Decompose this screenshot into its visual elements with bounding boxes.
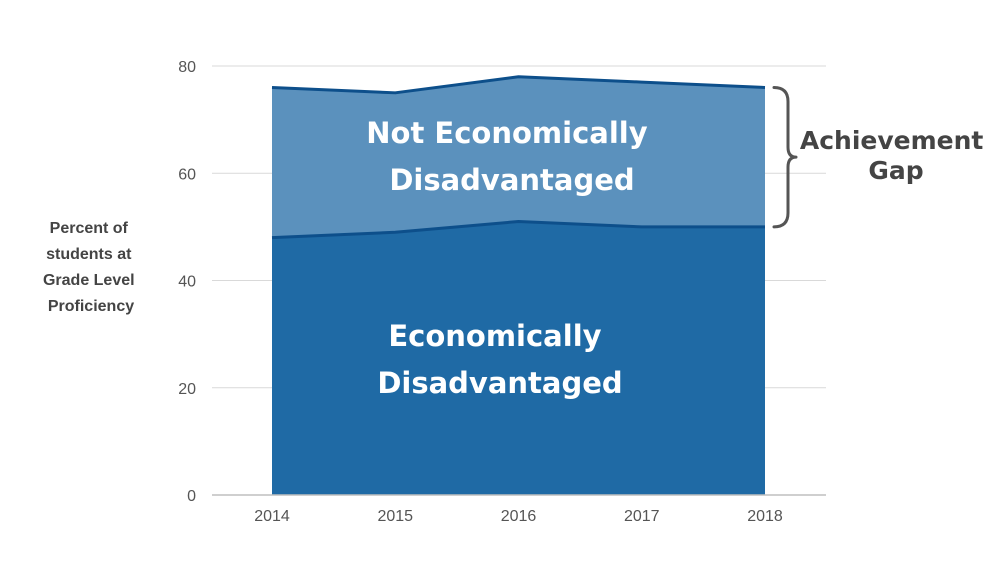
series-areas [271, 75, 766, 495]
y-tick-label-0: 0 [187, 488, 196, 505]
y-axis-label-line-2: students at [46, 246, 132, 263]
y-axis-label-line-3: Grade Level [43, 272, 135, 289]
line-not-economically-disadvantaged [271, 75, 766, 95]
y-tick-labels: 0 20 40 60 80 [178, 59, 196, 505]
y-axis-label: Percent of students at Grade Level Profi… [43, 220, 139, 315]
y-axis-label-line-1: Percent of [50, 220, 129, 237]
series-label-bottom-line-2: Disadvantaged [377, 366, 622, 400]
y-tick-label-40: 40 [178, 274, 196, 291]
x-tick-label-2017: 2017 [624, 508, 660, 525]
series-label-economically-disadvantaged: Economically Disadvantaged [377, 319, 622, 400]
x-tick-label-2016: 2016 [501, 508, 537, 525]
achievement-gap-label-line-2: Gap [868, 156, 923, 185]
x-tick-label-2015: 2015 [377, 508, 413, 525]
series-label-top-line-2: Disadvantaged [389, 163, 634, 197]
y-axis-label-line-4: Proficiency [48, 298, 134, 315]
series-label-top-line-1: Not Economically [366, 116, 647, 150]
y-tick-label-20: 20 [178, 381, 196, 398]
area-economically-disadvantaged [272, 221, 765, 495]
x-tick-label-2014: 2014 [254, 508, 290, 525]
line-economically-disadvantaged [271, 220, 765, 240]
x-tick-labels: 2014 2015 2016 2017 2018 [254, 508, 783, 525]
y-tick-label-80: 80 [178, 59, 196, 76]
achievement-gap-label: Achievement Gap [800, 126, 992, 185]
achievement-gap-label-line-1: Achievement [800, 126, 984, 155]
x-tick-label-2018: 2018 [747, 508, 783, 525]
achievement-gap-bracket [772, 85, 798, 229]
y-tick-label-60: 60 [178, 166, 196, 183]
series-label-not-economically-disadvantaged: Not Economically Disadvantaged [366, 116, 657, 197]
series-label-bottom-line-1: Economically [388, 319, 601, 353]
